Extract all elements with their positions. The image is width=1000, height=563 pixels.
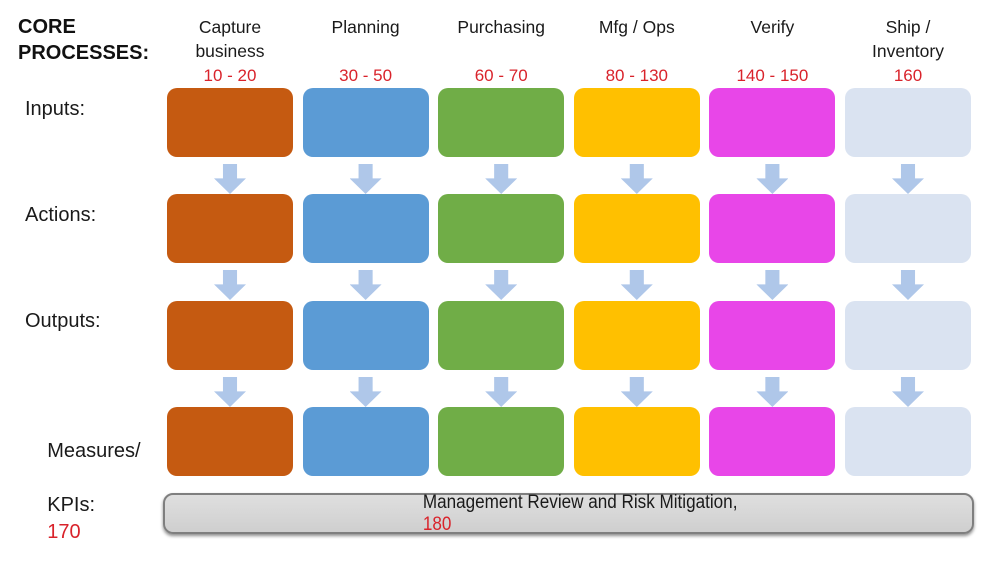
process-column: Verify 140 - 150 bbox=[709, 0, 836, 563]
down-arrow-icon bbox=[214, 270, 246, 300]
down-arrow-icon bbox=[892, 377, 924, 407]
process-box bbox=[845, 194, 971, 263]
down-arrow-icon bbox=[349, 164, 382, 194]
footer-text: Management Review and Risk Mitigation, bbox=[423, 491, 738, 513]
column-range: 140 - 150 bbox=[736, 66, 809, 85]
row-label-inputs: Inputs: bbox=[25, 98, 86, 120]
column-header: Planning bbox=[331, 17, 400, 37]
process-box bbox=[302, 301, 429, 370]
footer-value: 180 bbox=[423, 513, 452, 535]
process-column: Capture business 10 - 20 bbox=[167, 0, 293, 563]
process-box bbox=[573, 407, 700, 476]
down-arrow-icon bbox=[892, 164, 924, 194]
row-label-outputs: Outputs: bbox=[25, 310, 101, 332]
process-box bbox=[302, 88, 429, 157]
down-arrow-icon bbox=[214, 164, 246, 194]
process-column: Mfg / Ops 80 - 130 bbox=[573, 0, 700, 563]
process-box bbox=[573, 194, 700, 263]
process-box bbox=[167, 407, 293, 476]
down-arrow-icon bbox=[620, 270, 653, 300]
process-column: Purchasing 60 - 70 bbox=[438, 0, 565, 563]
process-box bbox=[573, 88, 700, 157]
process-box bbox=[709, 194, 836, 263]
row-label-actions: Actions: bbox=[25, 204, 97, 226]
column-header: Verify bbox=[750, 17, 795, 37]
process-box bbox=[438, 407, 565, 476]
down-arrow-icon bbox=[756, 164, 789, 194]
process-box bbox=[438, 301, 565, 370]
down-arrow-icon bbox=[485, 164, 518, 194]
process-box bbox=[438, 88, 565, 157]
process-box bbox=[167, 301, 293, 370]
process-box bbox=[302, 407, 429, 476]
down-arrow-icon bbox=[756, 270, 789, 300]
row-label-measures: Measures/ KPIs: 170 bbox=[25, 411, 141, 563]
column-range: 30 - 50 bbox=[339, 66, 393, 85]
measures-line1: Measures/ bbox=[47, 440, 141, 462]
down-arrow-icon bbox=[756, 377, 789, 407]
process-box bbox=[709, 301, 836, 370]
process-box bbox=[167, 194, 293, 263]
down-arrow-icon bbox=[892, 270, 924, 300]
down-arrow-icon bbox=[349, 270, 382, 300]
column-header: Capture business bbox=[195, 17, 265, 61]
measures-value: 170 bbox=[47, 521, 81, 543]
process-box bbox=[845, 301, 971, 370]
column-range: 160 bbox=[893, 66, 923, 85]
process-column: Planning 30 - 50 bbox=[302, 0, 429, 563]
process-box bbox=[709, 88, 836, 157]
down-arrow-icon bbox=[214, 377, 246, 407]
process-box bbox=[845, 88, 971, 157]
down-arrow-icon bbox=[620, 164, 653, 194]
process-box bbox=[302, 194, 429, 263]
down-arrow-icon bbox=[349, 377, 382, 407]
process-column: Ship / Inventory 160 bbox=[845, 0, 971, 563]
process-box bbox=[167, 88, 293, 157]
down-arrow-icon bbox=[485, 270, 518, 300]
process-box bbox=[709, 407, 836, 476]
process-box bbox=[573, 301, 700, 370]
down-arrow-icon bbox=[485, 377, 518, 407]
core-processes-title: CORE PROCESSES: bbox=[18, 16, 150, 64]
column-header: Purchasing bbox=[457, 17, 545, 37]
measures-line2: KPIs: bbox=[47, 494, 96, 516]
column-header: Ship / Inventory bbox=[872, 17, 944, 61]
column-range: 80 - 130 bbox=[605, 66, 668, 85]
process-box bbox=[845, 407, 971, 476]
column-range: 60 - 70 bbox=[474, 66, 528, 85]
column-header: Mfg / Ops bbox=[598, 17, 675, 37]
down-arrow-icon bbox=[620, 377, 653, 407]
process-box bbox=[438, 194, 565, 263]
column-range: 10 - 20 bbox=[203, 66, 257, 85]
management-review-bar: Management Review and Risk Mitigation, 1… bbox=[163, 492, 974, 535]
management-review-label: Management Review and Risk Mitigation, 1… bbox=[395, 470, 743, 558]
